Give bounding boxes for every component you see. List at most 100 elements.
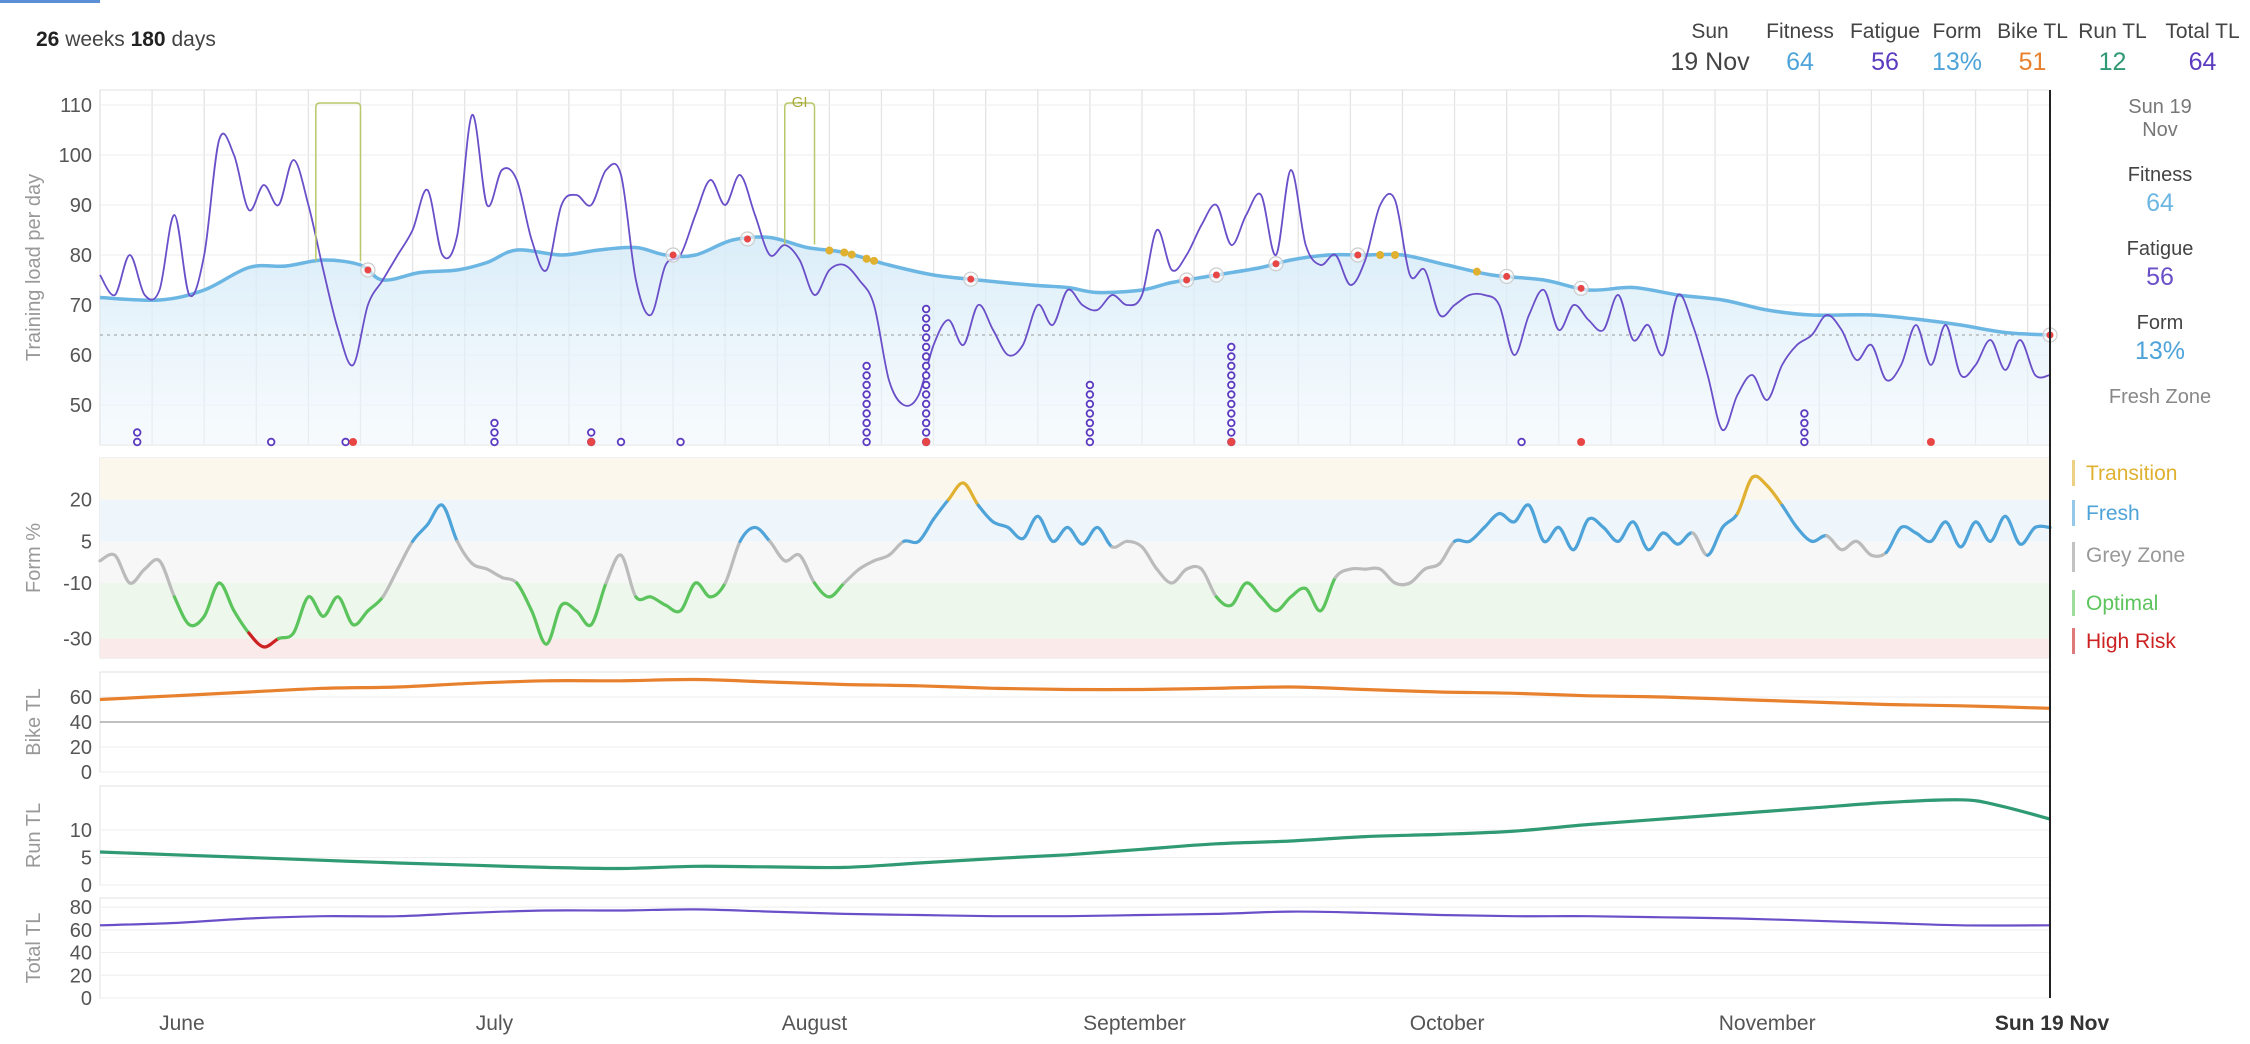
race-marker [349, 438, 358, 446]
month-label: August [782, 1012, 848, 1035]
event-dot [1354, 251, 1362, 259]
activity-dot [862, 399, 871, 409]
form-line-segment [1631, 520, 1650, 552]
gi-bracket [783, 102, 816, 245]
transition-dot [1391, 251, 1400, 259]
activity-dot [1085, 380, 1095, 390]
legend-item-grey-zone: Grey Zone [2086, 544, 2185, 567]
form-line-segment [1199, 567, 1219, 599]
activity-dot [1227, 342, 1236, 352]
sidebar-zone-label: Fresh Zone [2108, 386, 2212, 408]
legend-item-transition: Transition [2086, 462, 2177, 485]
form-line-segment [515, 581, 534, 613]
sidebar-fitness: Fitness 64 [2100, 164, 2220, 218]
month-label: June [159, 1012, 205, 1035]
form-line-segment [455, 539, 474, 566]
form-line-segment [1125, 539, 1144, 549]
form-zone-band [100, 583, 2050, 639]
transition-dot [840, 248, 849, 257]
form-ytick: -30 [63, 629, 92, 651]
sidebar-form-label: Form [2136, 312, 2184, 334]
form-zone-band [100, 541, 2050, 583]
form-line-segment [500, 575, 519, 585]
summary-bike-tl-value: 51 [2018, 48, 2047, 76]
summary-fitness-value: 64 [1786, 48, 1814, 76]
activity-dot [862, 437, 871, 447]
activity-dot [921, 428, 931, 437]
sidebar-form: Form 13% [2100, 312, 2220, 366]
activity-dot [862, 371, 871, 380]
form-line-segment [396, 539, 415, 571]
form-line-segment [917, 517, 936, 543]
activity-dot [1085, 399, 1095, 409]
activity-dot [133, 437, 142, 447]
form-line-segment [113, 553, 132, 585]
form-line-segment [753, 525, 772, 543]
date-range-summary[interactable]: 26 weeks 180 days [36, 28, 216, 52]
form-line-segment [1735, 475, 1754, 516]
activity-dot [862, 361, 871, 371]
summary-fitness: Fitness 64 [1760, 20, 1840, 77]
sidebar-date-line1: Sun 19 [2128, 96, 2192, 118]
activity-dot [1227, 371, 1236, 380]
summary-fitness-label: Fitness [1766, 20, 1834, 43]
form-line-segment [128, 567, 147, 585]
activity-dot [133, 428, 142, 437]
bike-tl-line [99, 677, 2051, 710]
fitness-area [100, 236, 2050, 445]
activity-dot [676, 437, 685, 447]
transition-dot [1376, 251, 1385, 259]
form-line-segment [1720, 511, 1739, 530]
race-marker [1577, 438, 1586, 446]
summary-total-tl: Total TL 64 [2155, 20, 2250, 77]
fitness-ytick: 50 [70, 395, 92, 417]
summary-form-value: 13% [1931, 48, 1983, 76]
sidebar-fatigue-value: 56 [2146, 263, 2174, 291]
form-line-segment [1363, 566, 1382, 571]
form-line-segment [1765, 484, 1784, 507]
form-line-segment [723, 539, 742, 585]
event-bracket [315, 102, 362, 261]
activity-dot [1085, 409, 1095, 418]
month-label: November [1719, 1012, 1816, 1035]
summary-total-tl-value: 64 [2188, 48, 2217, 76]
form-line-segment [619, 553, 638, 599]
total-tl-ytick: 80 [70, 897, 92, 919]
range-days-label: days [171, 28, 216, 51]
form-ytick: -10 [63, 573, 92, 595]
sidebar-zone: Fresh Zone [2100, 386, 2220, 409]
range-weeks-label: weeks [65, 28, 125, 51]
panel-border [99, 897, 2051, 999]
run-tl-yaxis-label: Run TL [23, 803, 45, 868]
legend-item-fresh: Fresh [2086, 502, 2140, 525]
activity-dot [862, 380, 871, 390]
form-line-segment [976, 503, 995, 524]
form-line-segment [1750, 474, 1769, 488]
legend-item-optimal: Optimal [2086, 592, 2158, 615]
fitness-ytick: 110 [60, 95, 92, 117]
activity-dot [921, 399, 931, 409]
form-line-segment [187, 614, 206, 628]
activity-dot [1227, 428, 1236, 437]
event-dot [1183, 276, 1191, 284]
form-line-segment [1706, 525, 1725, 557]
activity-dot [587, 428, 596, 437]
sidebar-fatigue: Fatigue 56 [2100, 238, 2220, 292]
form-line-segment [1884, 525, 1903, 555]
activity-dot [1227, 380, 1236, 390]
form-line-segment [931, 498, 951, 521]
form-zone-band [100, 458, 2050, 500]
form-line-segment [351, 609, 370, 627]
activity-dot [616, 437, 626, 447]
activity-dot [1085, 418, 1095, 428]
activity-dot [490, 437, 499, 447]
event-dot [744, 235, 752, 243]
activity-dot [490, 428, 499, 437]
form-ytick: 5 [81, 531, 92, 553]
race-marker [922, 438, 931, 446]
activity-dot [921, 352, 931, 361]
event-dot [1272, 260, 1280, 268]
activity-dot [862, 390, 871, 399]
form-line-segment [2003, 514, 2022, 546]
